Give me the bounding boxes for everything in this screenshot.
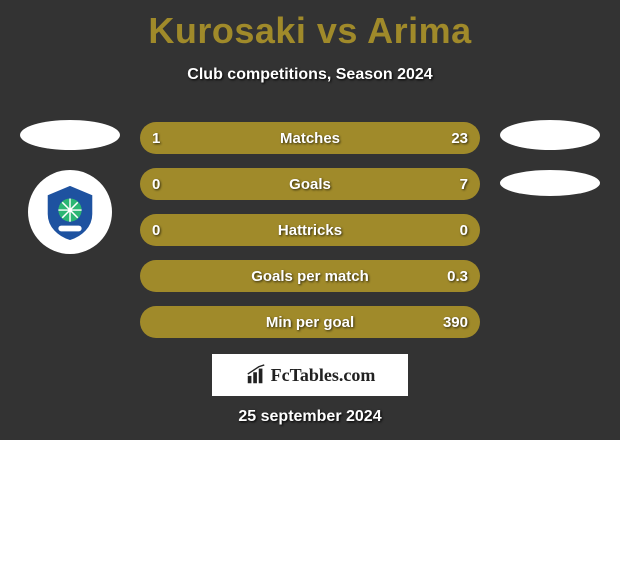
comparison-card: Kurosaki vs Arima Club competitions, Sea… (0, 0, 620, 440)
stat-label: Goals per match (140, 260, 480, 292)
stat-value-right: 7 (448, 168, 480, 200)
stat-value-left (140, 260, 164, 292)
stat-label: Goals (140, 168, 480, 200)
stat-label: Hattricks (140, 214, 480, 246)
brand-chart-icon (245, 364, 267, 386)
stat-value-left (140, 306, 164, 338)
stat-value-left: 1 (140, 122, 172, 154)
right-player-col (500, 120, 600, 216)
subtitle: Club competitions, Season 2024 (0, 66, 620, 84)
stat-value-right: 23 (439, 122, 480, 154)
stat-value-right: 0.3 (435, 260, 480, 292)
right-player-photo-placeholder-2 (500, 170, 600, 196)
stat-bars: Matches123Goals07Hattricks00Goals per ma… (140, 122, 480, 352)
stat-value-left: 0 (140, 168, 172, 200)
generated-date: 25 september 2024 (0, 408, 620, 426)
stat-label: Min per goal (140, 306, 480, 338)
stat-value-right: 0 (448, 214, 480, 246)
stat-row: Goals per match0.3 (140, 260, 480, 292)
stat-row: Goals0 7 (140, 168, 480, 200)
stat-value-left: 0 (140, 214, 172, 246)
stat-row: Matches1 23 (140, 122, 480, 154)
stat-label: Matches (140, 122, 480, 154)
club-crest-icon (39, 181, 101, 243)
left-player-photo-placeholder (20, 120, 120, 150)
stat-row: Hattricks0 0 (140, 214, 480, 246)
brand-badge[interactable]: FcTables.com (212, 354, 408, 396)
left-player-club-crest (28, 170, 112, 254)
brand-text: FcTables.com (271, 365, 376, 386)
stat-value-right: 390 (431, 306, 480, 338)
left-player-col (20, 120, 120, 254)
stat-row: Min per goal390 (140, 306, 480, 338)
page-title: Kurosaki vs Arima (0, 0, 620, 52)
right-player-photo-placeholder-1 (500, 120, 600, 150)
